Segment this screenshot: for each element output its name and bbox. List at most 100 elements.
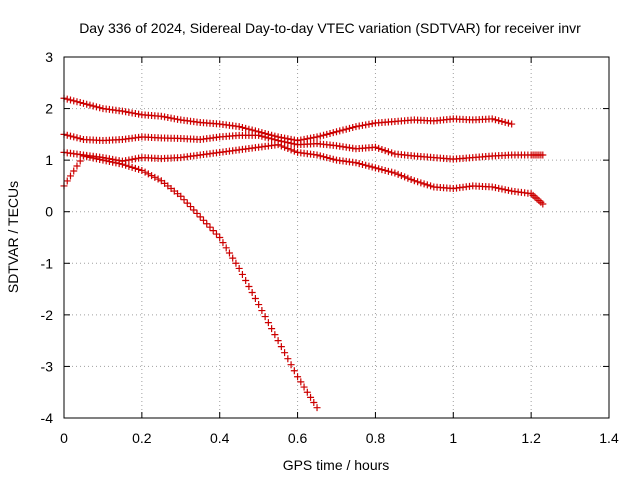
data-layer — [60, 94, 547, 412]
data-point-sample — [92, 155, 100, 163]
data-point-sample — [206, 223, 214, 231]
data-point-sample — [307, 134, 315, 142]
data-point-sample — [498, 185, 506, 193]
data-point-sample — [401, 173, 409, 181]
data-point-sample — [303, 388, 311, 396]
data-point-sample — [174, 115, 182, 123]
data-point-sample — [203, 220, 211, 228]
data-point-sample — [349, 123, 357, 131]
data-point-sample — [284, 139, 292, 147]
data-point-sample — [180, 196, 188, 204]
data-point-sample — [161, 113, 169, 121]
x-tick-label: 1.2 — [521, 430, 541, 446]
data-point-sample — [73, 98, 81, 106]
data-point — [99, 156, 107, 164]
data-point-sample — [112, 159, 120, 167]
y-tick-label: -4 — [41, 410, 54, 426]
y-axis-title: SDTVAR / TECUs — [5, 181, 21, 293]
x-axis-title: GPS time / hours — [283, 457, 390, 473]
data-point-sample — [63, 131, 71, 139]
data-point-sample — [388, 168, 396, 176]
data-point-sample — [131, 110, 139, 118]
data-point-sample — [290, 147, 298, 155]
data-point-sample — [365, 162, 373, 170]
data-point-sample — [368, 163, 376, 171]
data-point-sample — [96, 155, 104, 163]
data-point-sample — [323, 154, 331, 162]
data-point-sample — [232, 259, 240, 267]
data-point-sample — [219, 239, 227, 247]
data-point-sample — [63, 95, 71, 103]
data-point-sample — [73, 162, 81, 170]
data-point-sample — [281, 143, 289, 151]
data-point-sample — [498, 117, 506, 125]
grid-layer — [64, 57, 609, 418]
data-point-sample — [125, 156, 133, 164]
data-point-sample — [381, 166, 389, 174]
data-point-sample — [135, 154, 143, 162]
data-point — [79, 99, 87, 107]
data-point-sample — [404, 174, 412, 182]
data-point-sample — [501, 118, 509, 126]
data-point-sample — [66, 132, 74, 140]
data-point-sample — [336, 127, 344, 135]
x-tick-label: 1.4 — [599, 430, 619, 446]
data-point-sample — [290, 367, 298, 375]
series-sat-a — [60, 94, 516, 145]
data-point-sample — [297, 378, 305, 386]
data-point-sample — [66, 172, 74, 180]
data-point-sample — [378, 166, 386, 174]
data-point-sample — [141, 168, 149, 176]
data-point-sample — [229, 254, 237, 262]
data-point-sample — [362, 121, 370, 129]
data-point-sample — [148, 172, 156, 180]
data-point-sample — [384, 167, 392, 175]
y-tick-label: -1 — [41, 255, 54, 271]
data-point-sample — [329, 155, 337, 163]
x-tick-label: 0.6 — [288, 430, 308, 446]
data-point — [371, 164, 379, 172]
data-point-sample — [362, 161, 370, 169]
data-point-sample — [394, 170, 402, 178]
data-point-sample — [365, 120, 373, 128]
tick-layer: 0 0.2 0.4 0.6 0.8 1 1.2 1.4 -4 -3 -2 -1 0 1 2 3 — [41, 49, 619, 446]
data-point — [255, 131, 263, 139]
data-point-sample — [238, 270, 246, 278]
data-point-sample — [76, 99, 84, 107]
data-point — [352, 123, 360, 131]
data-point-sample — [83, 100, 91, 108]
data-point-sample — [154, 175, 162, 183]
data-point-sample — [491, 184, 499, 192]
data-point-sample — [238, 123, 246, 131]
data-point — [313, 151, 321, 159]
data-point — [274, 141, 282, 149]
data-point-sample — [212, 230, 220, 238]
data-point — [118, 107, 126, 115]
chart-title: Day 336 of 2024, Sidereal Day-to-day VTE… — [79, 20, 581, 36]
y-tick-label: -2 — [41, 307, 54, 323]
data-point-sample — [316, 152, 324, 160]
data-point-sample — [271, 331, 279, 339]
data-point-sample — [378, 145, 386, 153]
data-point-sample — [407, 175, 415, 183]
data-point-sample — [245, 125, 253, 133]
data-point-sample — [242, 124, 250, 132]
data-point-sample — [128, 109, 136, 117]
data-point-sample — [495, 117, 503, 125]
x-tick-label: 1 — [449, 430, 457, 446]
data-point-sample — [339, 126, 347, 134]
data-point-sample — [86, 101, 94, 109]
data-point — [235, 123, 243, 131]
data-point-sample — [128, 155, 136, 163]
data-point-sample — [122, 108, 130, 116]
data-point-sample — [102, 157, 110, 165]
data-point-sample — [320, 131, 328, 139]
data-point-sample — [287, 361, 295, 369]
x-tick-label: 0 — [60, 430, 68, 446]
data-point — [313, 404, 321, 412]
data-point-sample — [504, 186, 512, 194]
data-point-sample — [86, 153, 94, 161]
data-point-sample — [491, 116, 499, 124]
